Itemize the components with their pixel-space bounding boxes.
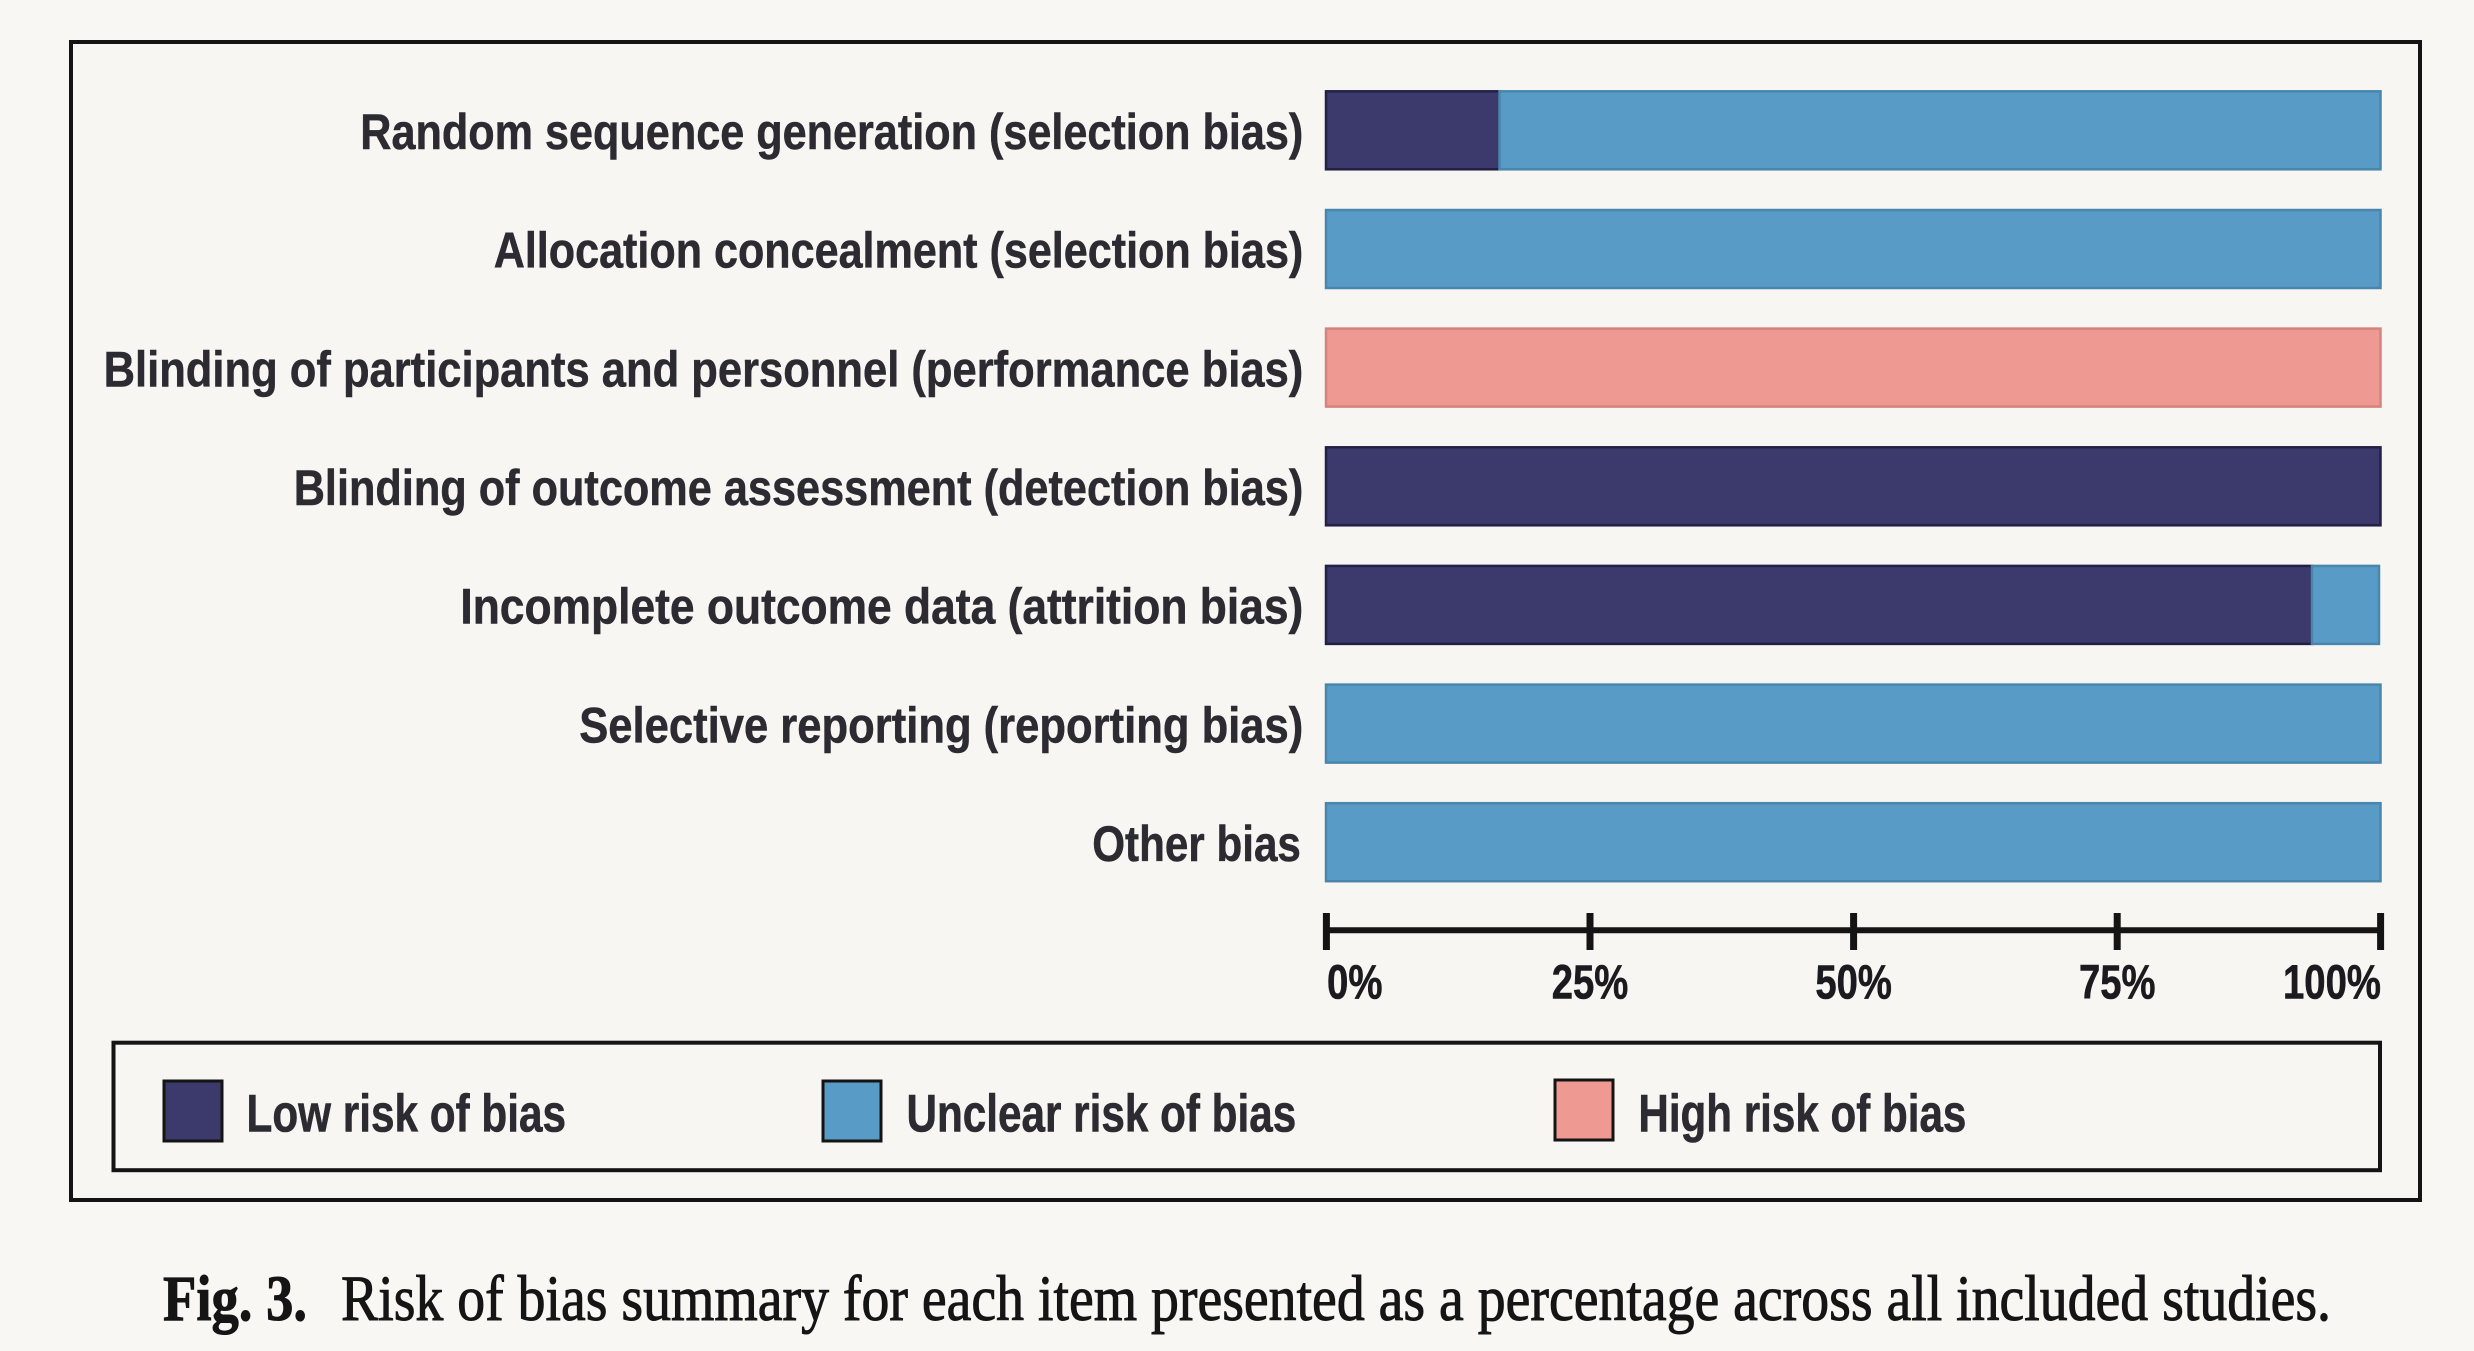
svg-text:0%: 0% — [1327, 955, 1383, 1009]
svg-text:Random sequence generation (se: Random sequence generation (selection bi… — [360, 104, 1303, 160]
svg-text:Fig. 3.: Fig. 3. — [163, 1263, 307, 1335]
svg-text:75%: 75% — [2079, 955, 2156, 1009]
svg-text:Selective reporting (reporting: Selective reporting (reporting bias) — [579, 697, 1303, 753]
svg-text:Allocation concealment (select: Allocation concealment (selection bias) — [494, 223, 1304, 279]
svg-text:25%: 25% — [1552, 955, 1629, 1009]
svg-text:100%: 100% — [2283, 955, 2381, 1009]
svg-text:Risk of bias summary for each: Risk of bias summary for each item prese… — [341, 1263, 2331, 1335]
svg-text:Unclear risk of bias: Unclear risk of bias — [907, 1085, 1297, 1144]
svg-text:Incomplete outcome data (attri: Incomplete outcome data (attrition bias) — [460, 579, 1303, 635]
svg-text:50%: 50% — [1815, 955, 1892, 1009]
svg-text:Other bias: Other bias — [1092, 816, 1301, 872]
svg-text:Blinding of participants and p: Blinding of participants and personnel (… — [104, 341, 1304, 397]
svg-text:Blinding of outcome assessment: Blinding of outcome assessment (detectio… — [294, 460, 1304, 516]
svg-text:Low risk of bias: Low risk of bias — [247, 1085, 567, 1144]
svg-text:High risk of bias: High risk of bias — [1638, 1085, 1966, 1144]
